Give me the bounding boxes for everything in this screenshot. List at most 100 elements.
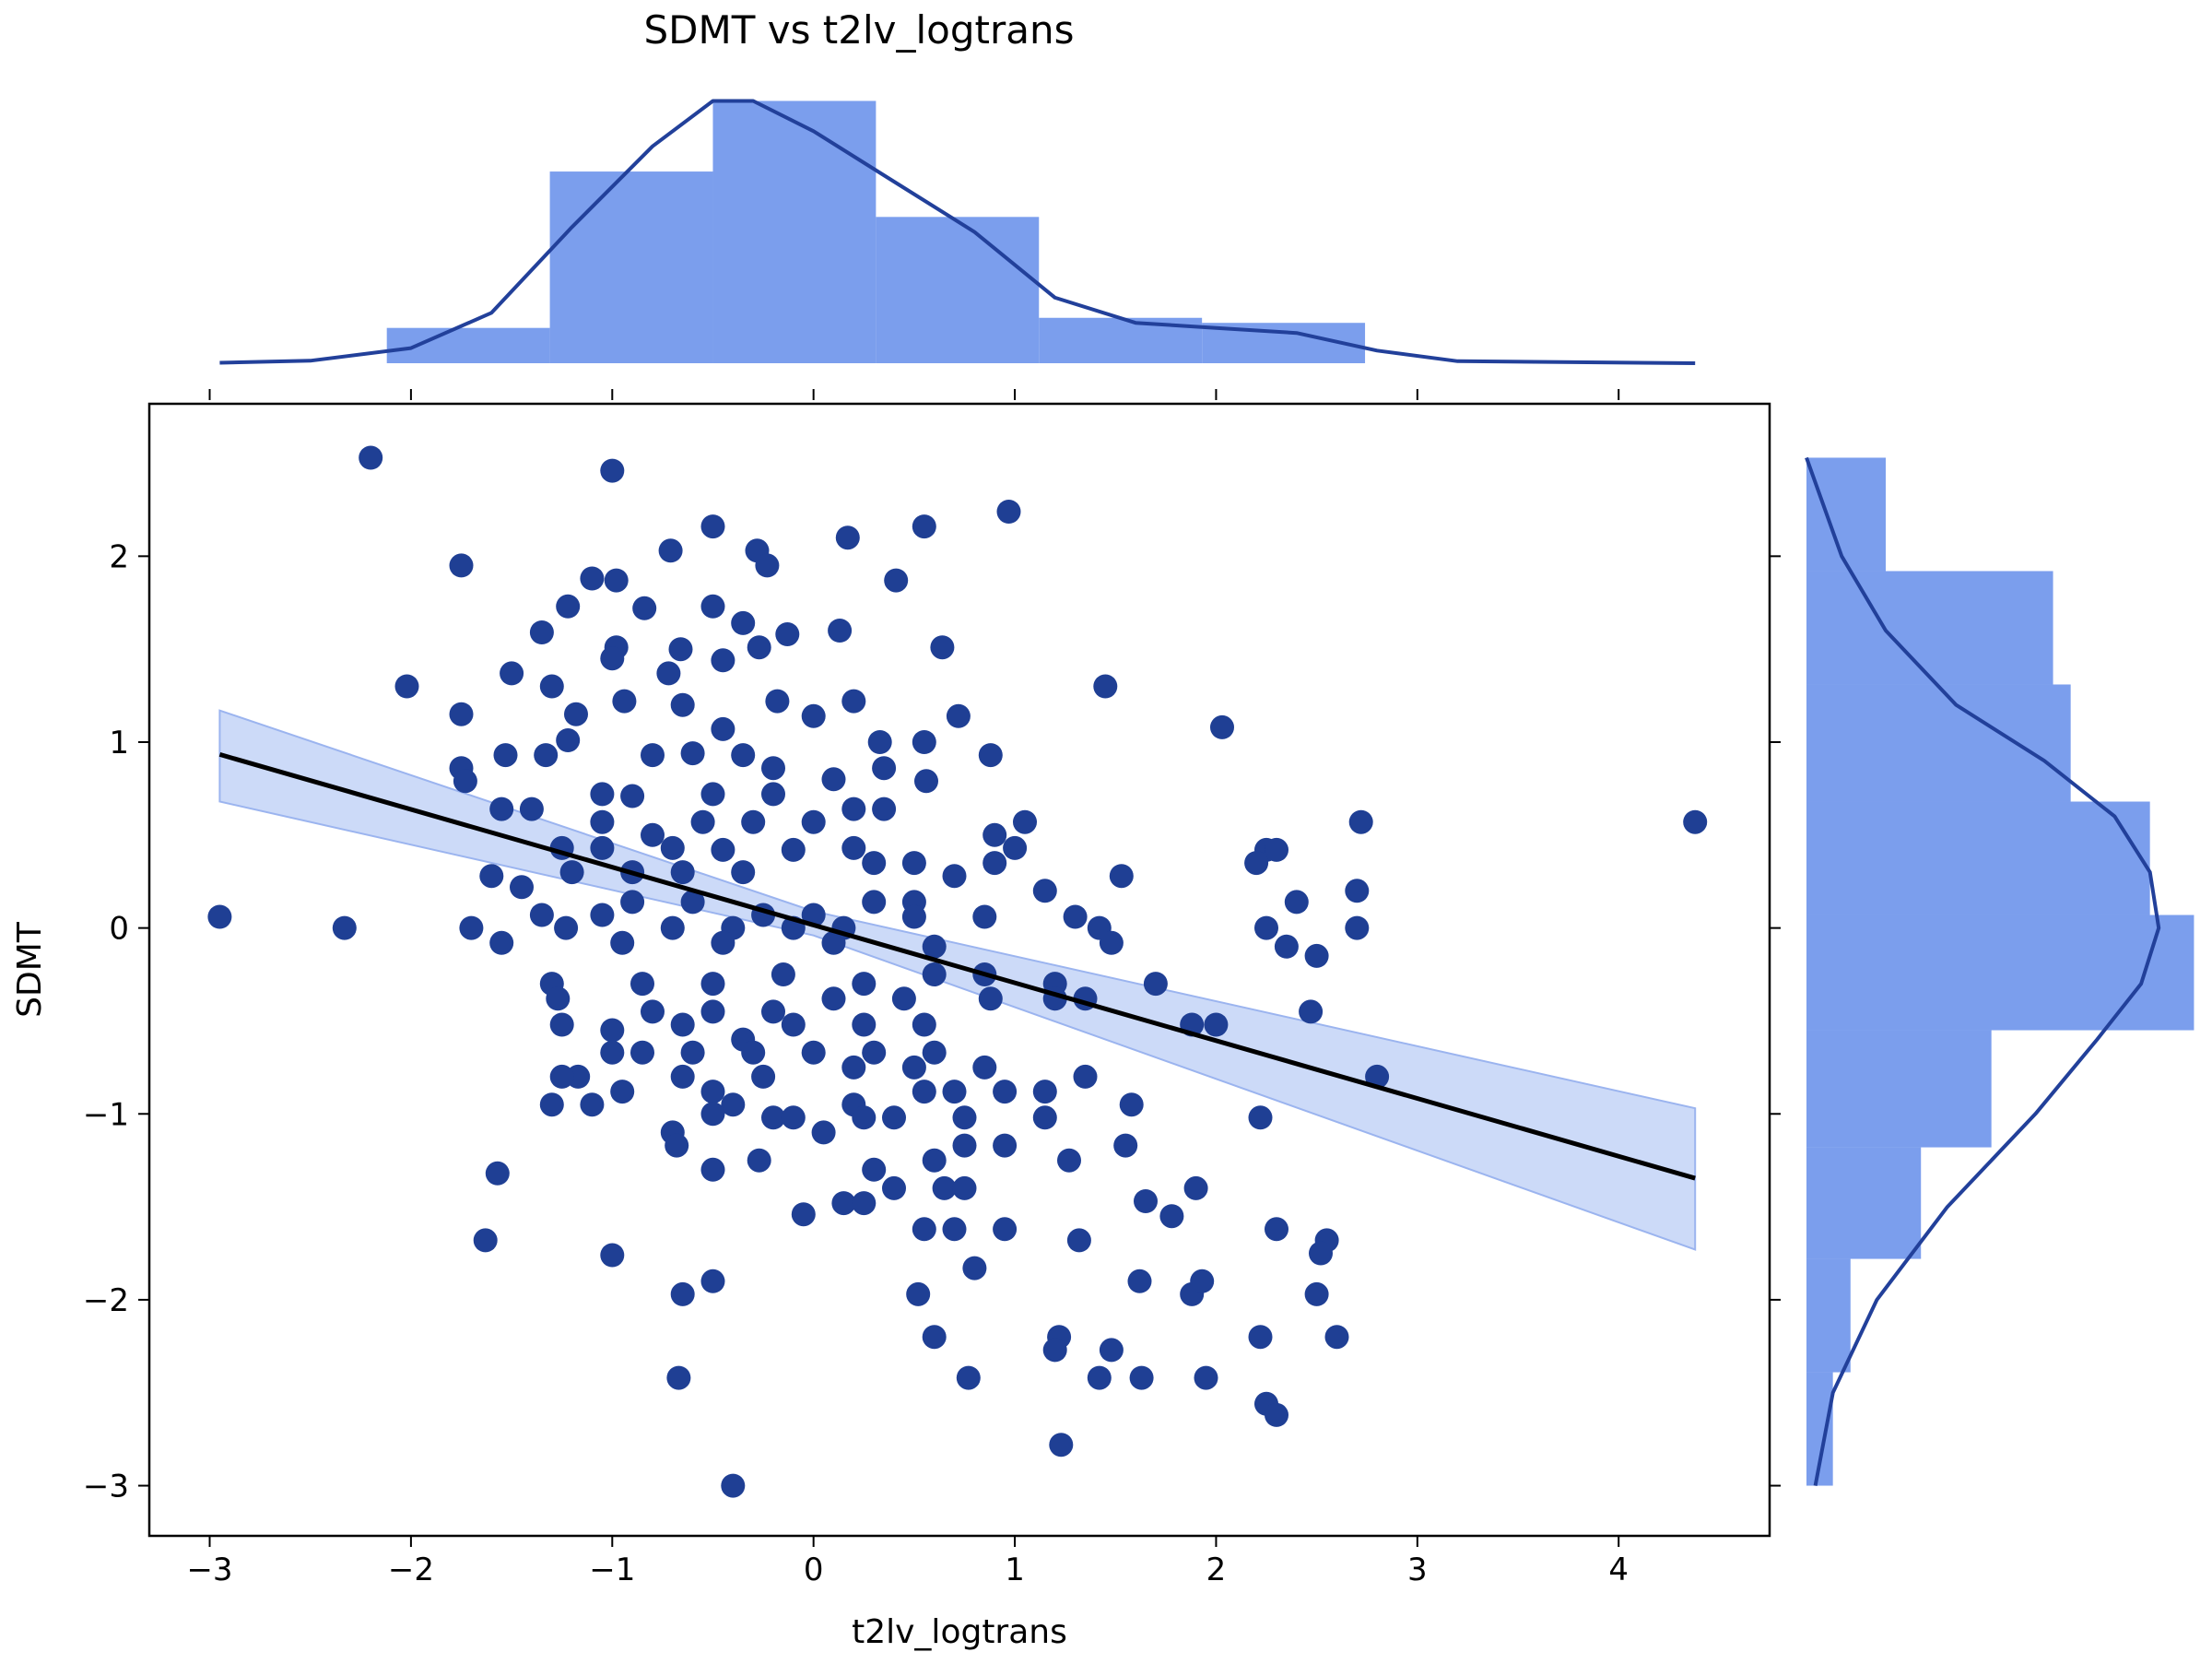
top-kde-curve: [219, 99, 1696, 365]
data-point: [901, 1055, 926, 1080]
data-point: [731, 860, 756, 885]
data-point: [473, 1228, 498, 1253]
data-point: [556, 728, 581, 752]
data-point: [656, 661, 681, 686]
data-point: [449, 553, 474, 578]
data-point: [978, 743, 1003, 768]
data-point: [500, 661, 524, 686]
data-point: [534, 743, 559, 768]
data-point: [1265, 837, 1288, 862]
data-point: [660, 835, 685, 860]
data-point: [630, 1040, 654, 1065]
data-point: [884, 568, 909, 593]
data-point: [828, 619, 853, 643]
y-tick-label: −1: [83, 1096, 129, 1133]
data-point: [207, 904, 232, 929]
data-point: [665, 1133, 689, 1158]
data-point: [1683, 809, 1708, 834]
data-point: [922, 1040, 947, 1065]
data-point: [741, 1040, 766, 1065]
y-axis-ticks: −3 −2 −1 0 1 2: [83, 538, 1781, 1505]
right-marginal-histogram: [1805, 456, 2194, 1486]
data-point: [1143, 972, 1168, 997]
chart-title: SDMT vs t2lv_logtrans: [643, 7, 1074, 53]
main-scatter-plot: [147, 402, 1771, 1538]
data-point: [485, 1161, 510, 1186]
data-point: [1063, 904, 1088, 929]
data-point: [901, 904, 926, 929]
data-point: [751, 1064, 776, 1089]
data-point: [1032, 879, 1057, 903]
data-point: [1274, 934, 1299, 959]
data-point: [912, 1217, 936, 1242]
data-point: [359, 445, 383, 470]
data-point: [841, 797, 866, 821]
data-point: [564, 702, 588, 726]
scatter-points-layer: [207, 445, 1708, 1498]
data-point: [1087, 1365, 1112, 1390]
x-tick-label: 4: [1608, 1552, 1629, 1588]
y-tick-label: −3: [83, 1469, 129, 1505]
data-point: [801, 1040, 826, 1065]
x-tick-label: 1: [1005, 1552, 1025, 1588]
data-point: [906, 1281, 931, 1306]
data-point: [811, 1120, 836, 1145]
data-point: [610, 1080, 635, 1104]
data-point: [731, 743, 756, 768]
top-hist-bar: [876, 217, 1040, 363]
data-point: [922, 1148, 947, 1173]
data-point: [493, 743, 518, 768]
data-point: [1190, 1269, 1215, 1293]
data-point: [882, 1175, 906, 1200]
data-point: [620, 890, 645, 915]
x-tick-label: 0: [804, 1552, 824, 1588]
data-point: [700, 594, 725, 619]
data-point: [641, 743, 665, 768]
data-point: [690, 809, 715, 834]
data-point: [680, 1040, 705, 1065]
right-hist-bar: [1806, 1258, 1851, 1373]
data-point: [721, 1473, 746, 1498]
data-point: [670, 1281, 695, 1306]
data-point: [841, 689, 866, 714]
y-tick-label: −2: [83, 1282, 129, 1319]
data-point: [901, 851, 926, 876]
top-hist-bar: [386, 327, 550, 363]
data-point: [600, 458, 625, 483]
data-point: [891, 986, 916, 1011]
data-point: [1099, 930, 1124, 955]
data-point: [912, 1080, 936, 1104]
data-point: [556, 594, 581, 619]
right-hist-bar: [1806, 1147, 1922, 1259]
right-hist-bar: [1806, 571, 2053, 685]
x-tick-label: 2: [1206, 1552, 1227, 1588]
data-point: [852, 1012, 877, 1037]
data-point: [600, 646, 625, 671]
data-point: [600, 1040, 625, 1065]
top-hist-bar: [712, 100, 877, 364]
data-point: [801, 703, 826, 728]
data-point: [1248, 1105, 1273, 1130]
data-point: [747, 1148, 771, 1173]
y-tick-label: 0: [109, 911, 129, 948]
data-point: [978, 986, 1003, 1011]
data-point: [1093, 674, 1118, 699]
data-point: [590, 835, 615, 860]
data-point: [1057, 1148, 1081, 1173]
data-point: [1042, 1338, 1067, 1363]
data-point: [529, 620, 554, 644]
data-point: [972, 904, 997, 929]
data-point: [580, 1092, 605, 1117]
right-hist-bar: [1806, 457, 1886, 572]
data-point: [821, 930, 846, 955]
data-point: [1129, 1365, 1154, 1390]
data-point: [914, 769, 938, 794]
data-point: [1348, 809, 1373, 834]
data-point: [922, 934, 947, 959]
data-point: [993, 1133, 1018, 1158]
right-hist-bar: [1806, 684, 2071, 802]
data-point: [982, 822, 1007, 847]
data-point: [993, 1217, 1018, 1242]
